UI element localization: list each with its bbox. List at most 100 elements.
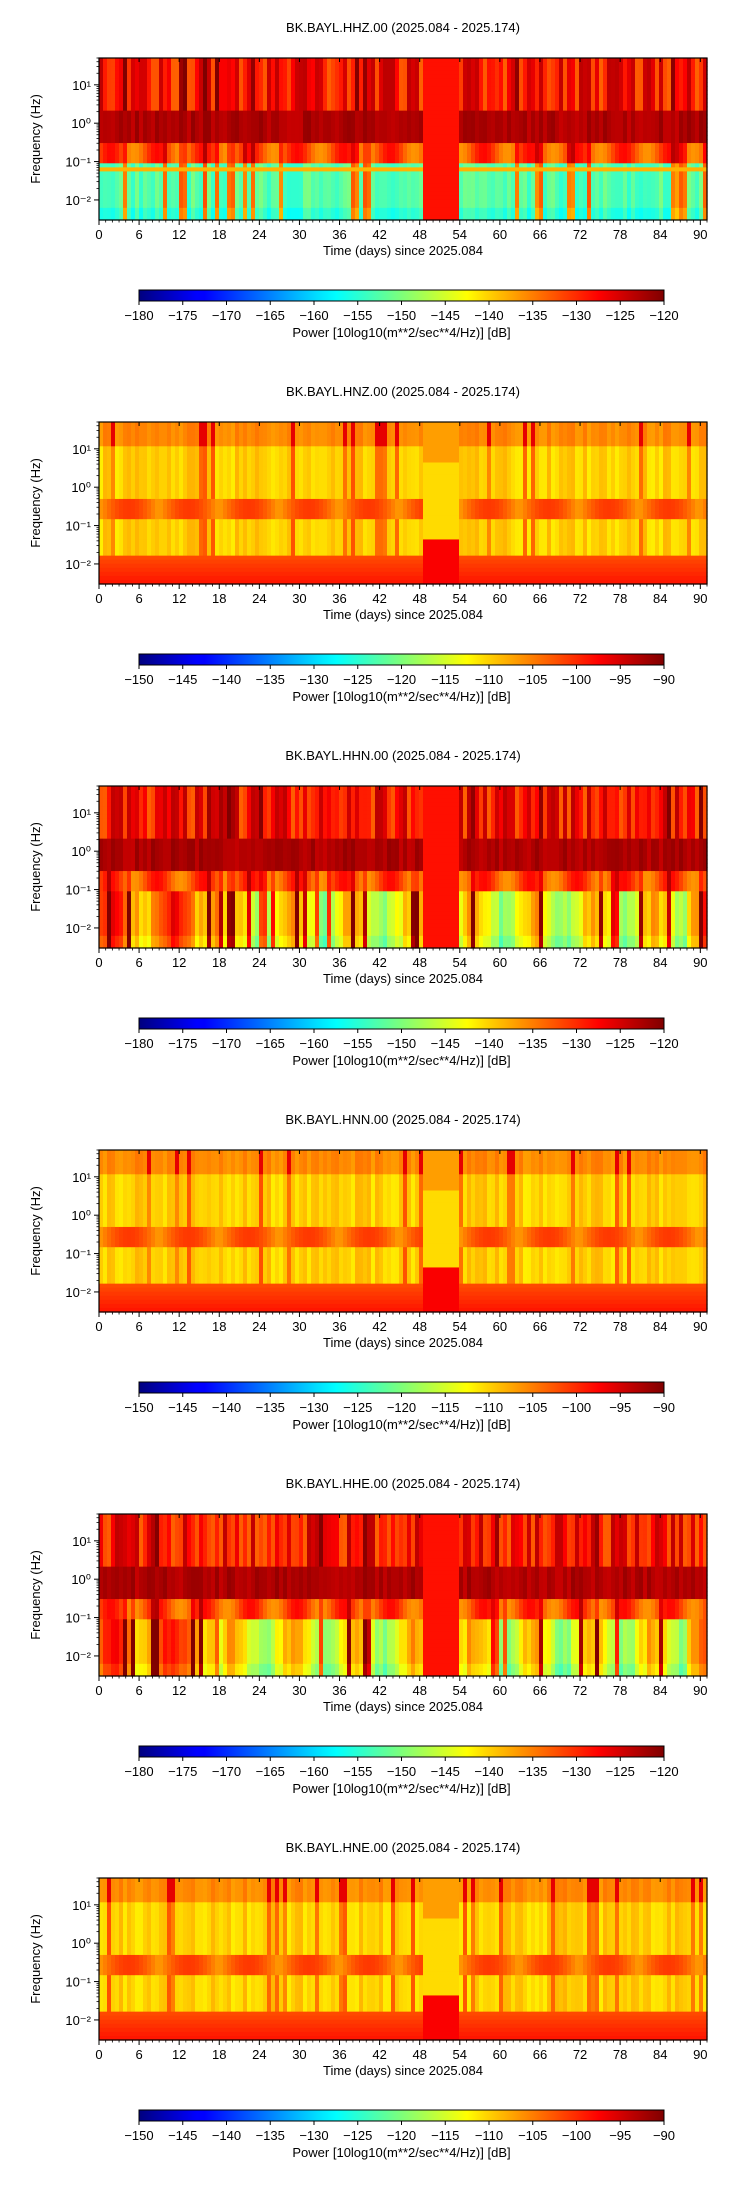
heatmap-cell <box>551 86 556 91</box>
heatmap-cell <box>311 184 316 189</box>
heatmap-cell <box>463 78 468 83</box>
heatmap-cell <box>203 135 208 140</box>
heatmap-cell <box>443 175 448 180</box>
heatmap-cell <box>435 94 440 99</box>
heatmap-cell <box>135 107 140 112</box>
heatmap-cell <box>379 86 384 91</box>
heatmap-cell <box>363 139 368 144</box>
heatmap-cell <box>439 66 444 71</box>
heatmap-cell <box>355 111 360 116</box>
heatmap-cell <box>435 90 440 95</box>
heatmap-cell <box>147 90 152 95</box>
heatmap-cell <box>551 66 556 71</box>
heatmap-cell <box>587 123 592 128</box>
heatmap-cell <box>535 167 540 172</box>
heatmap-cell <box>547 175 552 180</box>
heatmap-cell <box>275 200 280 205</box>
heatmap-cell <box>147 103 152 108</box>
heatmap-cell <box>187 94 192 99</box>
heatmap-cell <box>151 167 156 172</box>
heatmap-cell <box>371 103 376 108</box>
heatmap-cell <box>355 99 360 104</box>
heatmap-cell <box>191 163 196 168</box>
heatmap-cell <box>507 180 512 185</box>
heatmap-cell <box>127 184 132 189</box>
heatmap-cell <box>119 119 124 124</box>
heatmap-cell <box>319 107 324 112</box>
heatmap-cell <box>411 78 416 83</box>
heatmap-cell <box>443 58 448 63</box>
heatmap-cell <box>475 62 480 67</box>
heatmap-cell <box>215 135 220 140</box>
heatmap-cell <box>459 196 464 201</box>
heatmap-cell <box>407 167 412 172</box>
heatmap-cell <box>459 208 464 213</box>
heatmap-cell <box>131 123 136 128</box>
heatmap-cell <box>179 212 184 217</box>
heatmap-cell <box>515 143 520 148</box>
heatmap-cell <box>167 103 172 108</box>
heatmap-cell <box>175 204 180 209</box>
heatmap-cell <box>151 196 156 201</box>
heatmap-cell <box>159 66 164 71</box>
heatmap-cell <box>223 151 228 156</box>
heatmap-cell <box>187 151 192 156</box>
heatmap-cell <box>187 131 192 136</box>
heatmap-cell <box>219 139 224 144</box>
heatmap-cell <box>583 200 588 205</box>
heatmap-cell <box>475 184 480 189</box>
heatmap-cell <box>183 184 188 189</box>
heatmap-cell <box>459 139 464 144</box>
heatmap-cell <box>291 131 296 136</box>
heatmap-cell <box>427 143 432 148</box>
heatmap-cell <box>299 103 304 108</box>
heatmap-cell <box>203 208 208 213</box>
heatmap-cell <box>187 82 192 87</box>
heatmap-cell <box>535 163 540 168</box>
heatmap-cell <box>351 200 356 205</box>
heatmap-cell <box>103 184 108 189</box>
heatmap-cell <box>475 58 480 63</box>
heatmap-cell <box>531 99 536 104</box>
heatmap-cell <box>551 103 556 108</box>
heatmap-cell <box>535 180 540 185</box>
heatmap-cell <box>527 94 532 99</box>
heatmap-cell <box>591 82 596 87</box>
heatmap-cell <box>483 62 488 67</box>
heatmap-cell <box>347 212 352 217</box>
heatmap-cell <box>131 111 136 116</box>
heatmap-cell <box>267 82 272 87</box>
heatmap-cell <box>359 119 364 124</box>
heatmap-cell <box>367 70 372 75</box>
heatmap-cell <box>567 192 572 197</box>
heatmap-cell <box>499 119 504 124</box>
heatmap-cell <box>251 62 256 67</box>
heatmap-cell <box>107 66 112 71</box>
heatmap-cell <box>439 107 444 112</box>
heatmap-cell <box>403 212 408 217</box>
heatmap-cell <box>323 86 328 91</box>
heatmap-cell <box>475 192 480 197</box>
heatmap-cell <box>351 167 356 172</box>
heatmap-cell <box>379 90 384 95</box>
heatmap-cell <box>495 119 500 124</box>
heatmap-cell <box>227 94 232 99</box>
heatmap-cell <box>175 175 180 180</box>
heatmap-cell <box>239 135 244 140</box>
heatmap-cell <box>523 135 528 140</box>
heatmap-cell <box>99 127 104 132</box>
heatmap-cell <box>143 151 148 156</box>
heatmap-cell <box>571 147 576 152</box>
heatmap-cell <box>451 175 456 180</box>
heatmap-cell <box>331 151 336 156</box>
heatmap-cell <box>395 74 400 79</box>
heatmap-cell <box>479 196 484 201</box>
heatmap-cell <box>347 86 352 91</box>
heatmap-cell <box>527 99 532 104</box>
heatmap-cell <box>207 139 212 144</box>
heatmap-cell <box>435 70 440 75</box>
heatmap-cell <box>387 184 392 189</box>
heatmap-cell <box>343 200 348 205</box>
heatmap-cell <box>143 70 148 75</box>
heatmap-cell <box>383 135 388 140</box>
